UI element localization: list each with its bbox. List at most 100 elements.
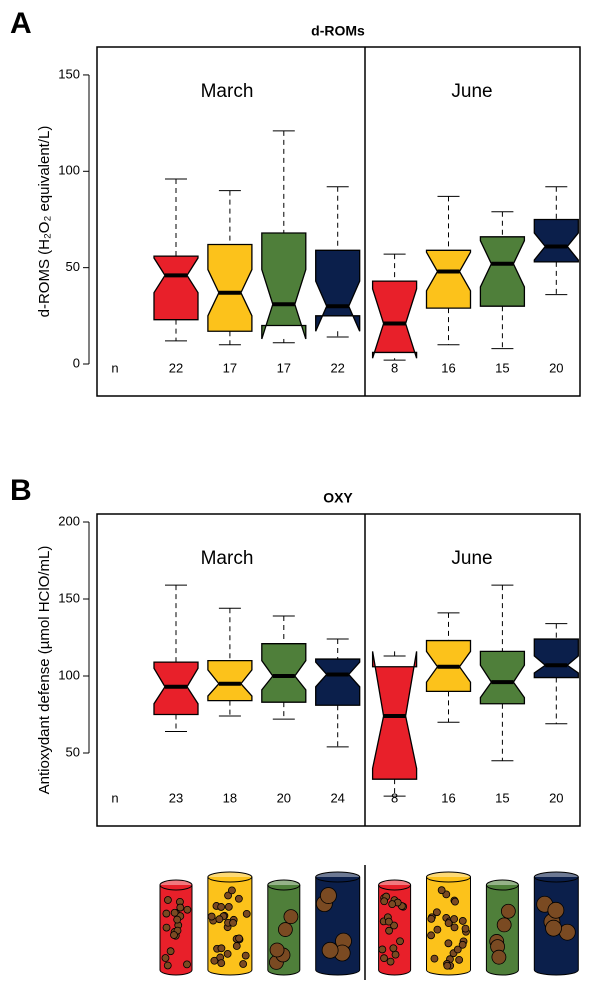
pellet bbox=[455, 955, 464, 964]
n-value: 17 bbox=[223, 360, 237, 375]
pellet bbox=[183, 905, 192, 914]
pellet bbox=[239, 960, 248, 968]
pellet bbox=[433, 925, 442, 934]
pellet bbox=[496, 917, 512, 933]
pellet bbox=[320, 887, 337, 904]
pellet bbox=[173, 915, 182, 924]
n-value: 20 bbox=[549, 790, 563, 805]
pellet bbox=[396, 937, 404, 946]
pellet bbox=[453, 945, 462, 954]
n-value: 16 bbox=[441, 360, 455, 375]
pellet bbox=[232, 942, 241, 950]
pellet bbox=[217, 944, 226, 953]
pellet bbox=[217, 903, 226, 911]
n-value: 23 bbox=[169, 790, 183, 805]
pellet bbox=[450, 915, 459, 923]
pellet bbox=[161, 954, 170, 962]
pellet bbox=[283, 909, 299, 925]
pellet bbox=[269, 942, 285, 958]
pellet bbox=[207, 912, 216, 921]
pellet bbox=[378, 945, 387, 954]
y-tick-label: 100 bbox=[58, 667, 80, 682]
y-tick-label: 100 bbox=[58, 163, 80, 178]
pellet bbox=[390, 921, 398, 930]
pellet bbox=[380, 897, 389, 906]
pellet bbox=[223, 949, 232, 958]
n-value: 15 bbox=[495, 360, 509, 375]
plot-frame bbox=[96, 46, 581, 397]
y-tick-label: 50 bbox=[66, 744, 80, 759]
pellet bbox=[391, 950, 400, 959]
pellet bbox=[458, 917, 467, 925]
group-label: March bbox=[201, 548, 254, 569]
pellet bbox=[386, 957, 395, 966]
pellet bbox=[388, 900, 397, 909]
box bbox=[207, 659, 253, 702]
pellet bbox=[228, 886, 236, 895]
pellet bbox=[162, 923, 171, 932]
pellet bbox=[242, 909, 251, 918]
box bbox=[315, 658, 361, 706]
pellet bbox=[384, 917, 393, 926]
pellet bbox=[458, 940, 467, 949]
pellet bbox=[224, 903, 233, 911]
pellet bbox=[427, 914, 436, 923]
pellet bbox=[389, 944, 398, 953]
pellet bbox=[547, 901, 565, 919]
pellet bbox=[176, 903, 185, 912]
y-axis-label: Antioxydant defense (µmol HClO/mL) bbox=[36, 546, 53, 795]
chart-title: OXY bbox=[323, 490, 353, 506]
pellet bbox=[229, 919, 237, 927]
n-value: 20 bbox=[549, 360, 563, 375]
pellet bbox=[234, 894, 243, 903]
y-tick-label: 0 bbox=[73, 355, 80, 370]
pellet bbox=[217, 959, 226, 968]
n-label: n bbox=[111, 360, 118, 375]
n-value: 16 bbox=[441, 790, 455, 805]
box bbox=[153, 255, 199, 321]
pellet bbox=[437, 886, 446, 895]
y-tick-label: 150 bbox=[58, 590, 80, 605]
cylinder-top bbox=[207, 871, 253, 883]
group-label: June bbox=[451, 548, 492, 569]
pellet bbox=[321, 941, 339, 959]
pellet bbox=[164, 896, 172, 904]
box bbox=[261, 643, 307, 703]
box bbox=[207, 243, 253, 332]
pellet bbox=[444, 919, 453, 928]
pellet bbox=[170, 908, 179, 917]
pellet bbox=[215, 915, 224, 924]
pellet bbox=[461, 924, 470, 933]
panel-label: A bbox=[10, 7, 32, 40]
box bbox=[315, 249, 361, 332]
box bbox=[261, 232, 307, 340]
pellet bbox=[183, 960, 191, 969]
pellet bbox=[235, 934, 243, 943]
cylinder-top bbox=[426, 871, 471, 883]
pellet bbox=[385, 926, 393, 935]
box bbox=[533, 218, 579, 263]
cylinder-top bbox=[485, 879, 519, 891]
n-value: 8 bbox=[391, 790, 398, 805]
y-tick-label: 150 bbox=[58, 66, 80, 81]
y-axis-label: d-ROMS (H₂O₂ equivalent/L) bbox=[36, 126, 53, 318]
cylinder-top bbox=[533, 871, 579, 883]
pellet bbox=[427, 931, 435, 940]
pellet bbox=[545, 919, 562, 937]
panel-label: B bbox=[10, 474, 32, 507]
pellet bbox=[450, 923, 459, 932]
pellet bbox=[241, 951, 250, 960]
pellet bbox=[500, 903, 516, 919]
cylinder-top bbox=[267, 879, 301, 891]
pellet bbox=[170, 931, 178, 939]
chart-title: d-ROMs bbox=[311, 23, 365, 39]
n-label: n bbox=[111, 790, 118, 805]
pellet bbox=[430, 954, 439, 963]
n-value: 8 bbox=[391, 360, 398, 375]
cylinder-top bbox=[315, 871, 361, 883]
plot-frame bbox=[96, 513, 581, 827]
group-label: June bbox=[451, 81, 492, 102]
pellet bbox=[224, 891, 232, 900]
pellet bbox=[380, 954, 388, 963]
